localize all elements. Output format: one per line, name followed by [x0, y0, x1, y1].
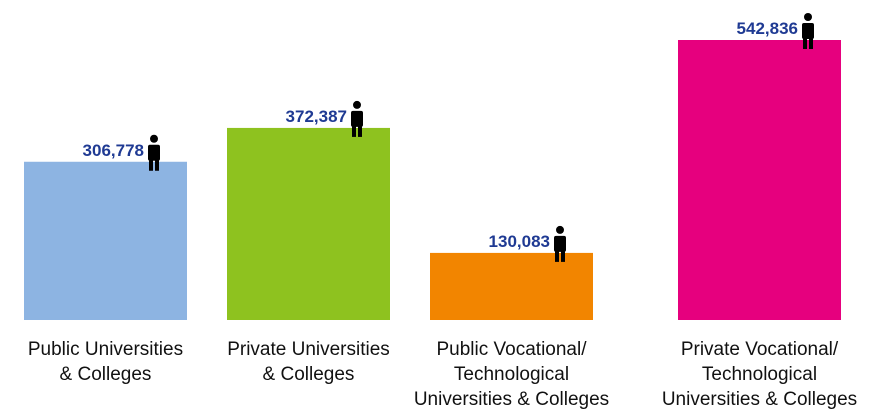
value-label-1: 306,778	[83, 141, 144, 160]
person-icon	[554, 225, 566, 262]
category-labels-group: Public Universities & Colleges Private Uni…	[28, 339, 857, 410]
value-labels-group: 306,778 372,387 130,083 542,836	[83, 19, 798, 251]
category-label-2-line-2: & Colleges	[263, 364, 355, 385]
bar-4	[678, 40, 841, 320]
person-icons-group	[148, 13, 814, 262]
category-label-1-line-2: & Colleges	[60, 364, 152, 385]
bars-group	[24, 40, 841, 321]
bar-1	[24, 161, 187, 320]
category-label-4-line-3: Universities & Colleges	[662, 389, 857, 410]
person-icon	[351, 100, 363, 137]
category-label-2-line-1: Private Universities	[227, 339, 390, 360]
bar-3	[430, 252, 593, 320]
category-label-3-line-1: Public Vocational/	[437, 339, 588, 360]
category-label-1-line-1: Public Universities	[28, 339, 183, 360]
category-label-3-line-3: Universities & Colleges	[414, 389, 609, 410]
value-label-4: 542,836	[737, 19, 798, 38]
bar-2	[227, 127, 390, 321]
person-icon	[148, 134, 160, 171]
category-label-4-line-1: Private Vocational/	[681, 339, 839, 360]
person-icon	[802, 13, 814, 49]
category-label-3-line-2: Technological	[454, 364, 569, 385]
value-label-3: 130,083	[489, 232, 550, 251]
category-label-4-line-2: Technological	[702, 364, 817, 385]
value-label-2: 372,387	[286, 107, 347, 126]
